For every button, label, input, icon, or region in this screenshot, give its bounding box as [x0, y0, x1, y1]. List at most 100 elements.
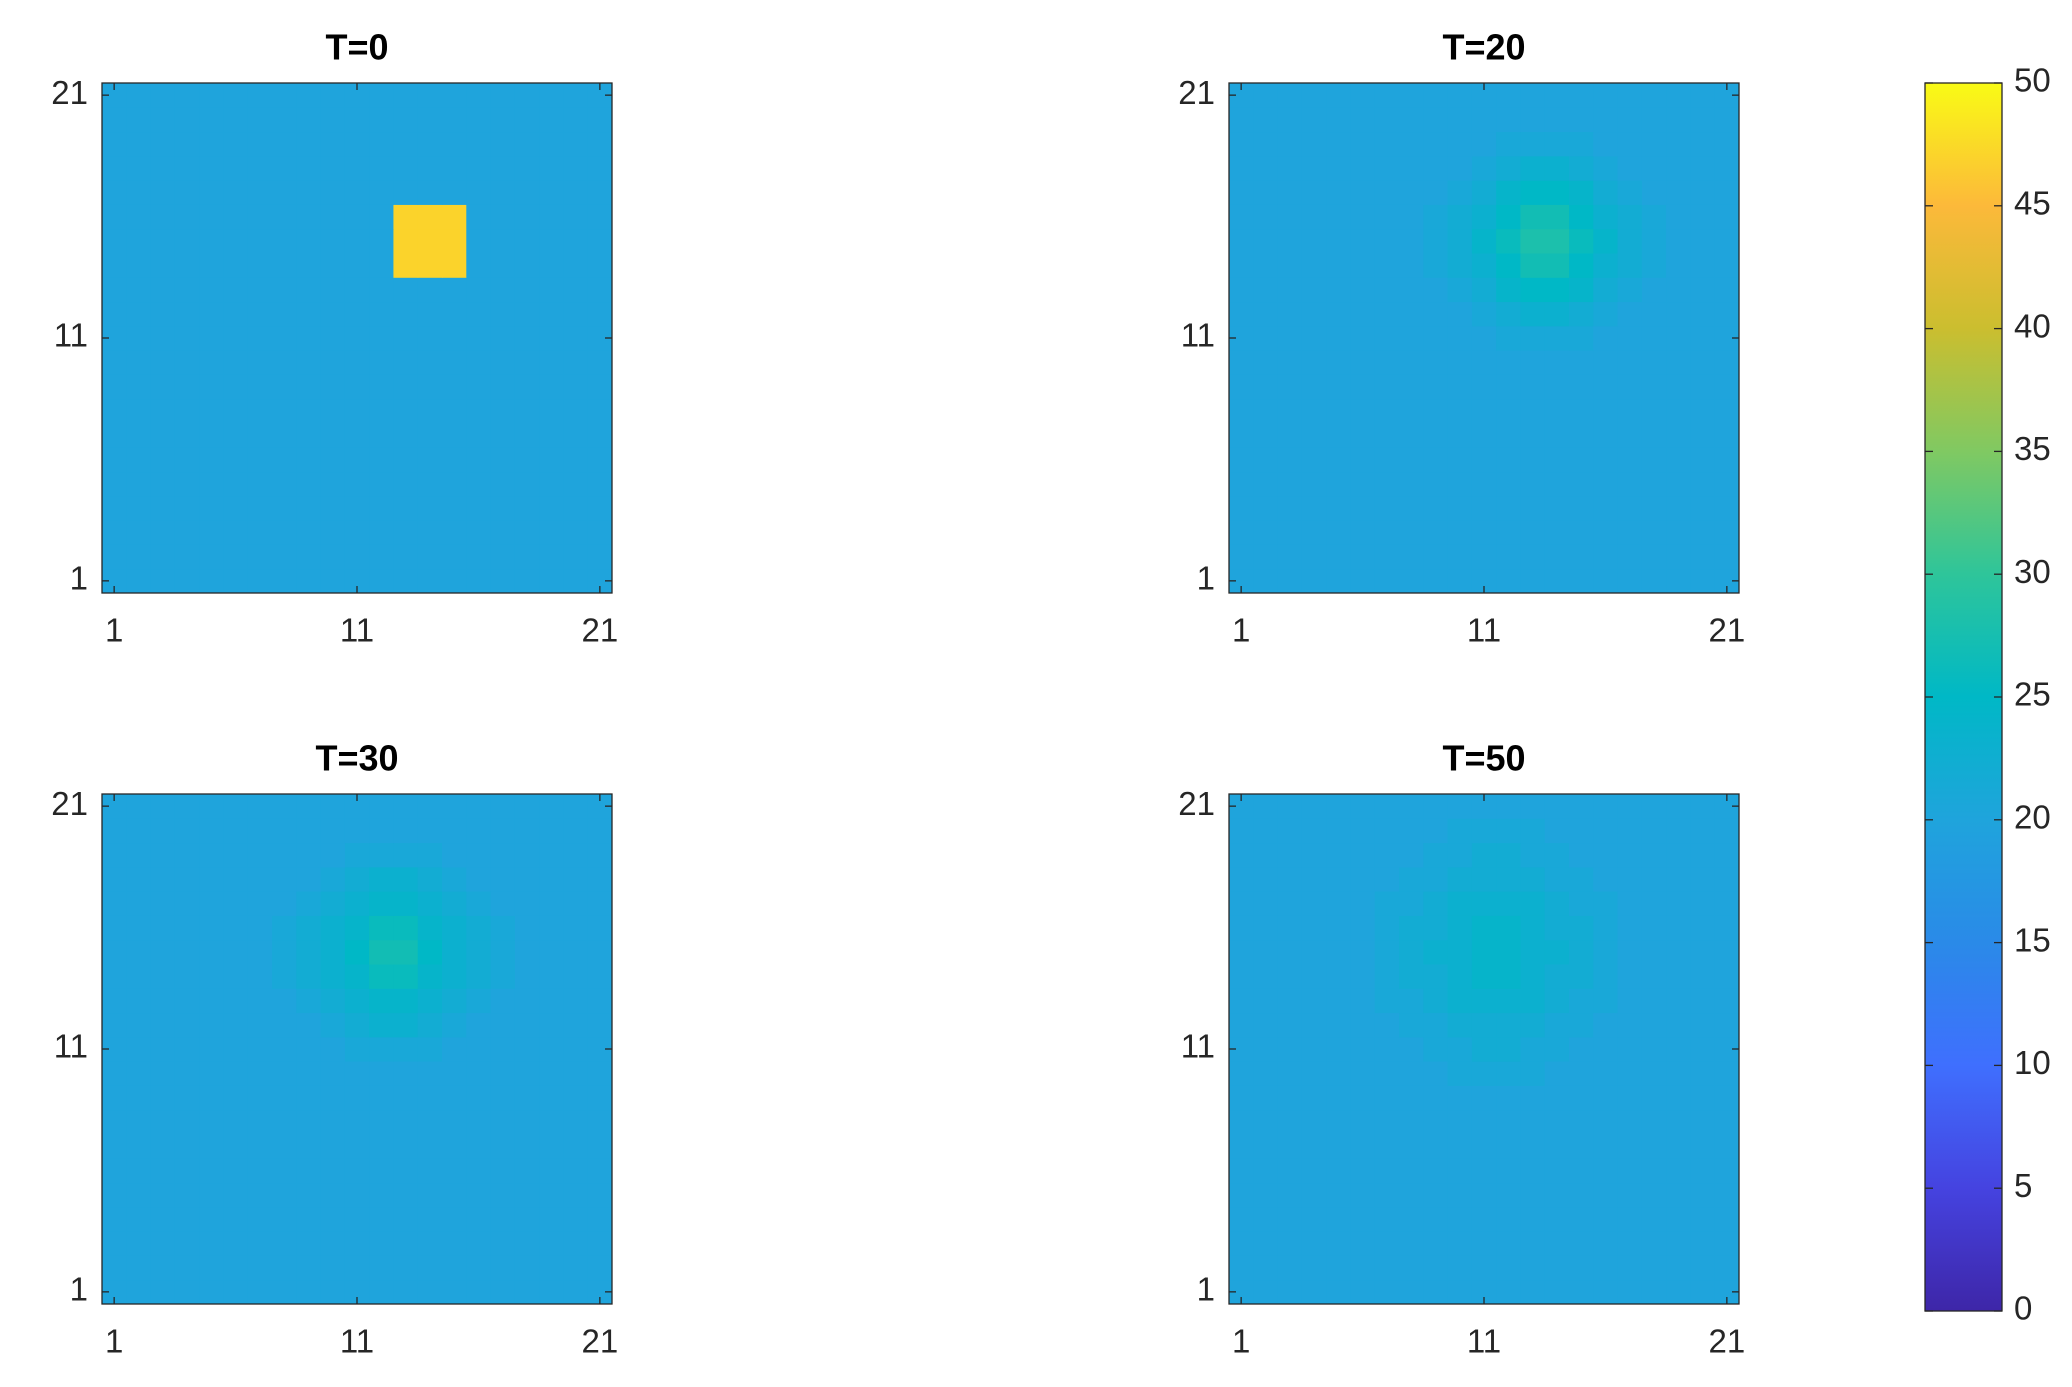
- heatmap-cell: [199, 818, 224, 844]
- heatmap-cell: [1229, 866, 1254, 892]
- heatmap-cell: [1301, 544, 1327, 570]
- heatmap-cell: [1301, 818, 1327, 844]
- heatmap-cell: [320, 374, 346, 400]
- heatmap-cell: [320, 1206, 346, 1232]
- heatmap-cell: [1617, 398, 1643, 424]
- heatmap-cell: [369, 988, 394, 1014]
- heatmap-cell: [1544, 1109, 1570, 1135]
- heatmap-cell: [1569, 83, 1594, 108]
- heatmap-cell: [1447, 568, 1473, 594]
- heatmap-cell: [1569, 1182, 1594, 1208]
- heatmap-cell: [223, 1134, 249, 1159]
- heatmap-cell: [223, 915, 249, 941]
- heatmap-cell: [1447, 988, 1473, 1014]
- heatmap-cell: [247, 83, 273, 108]
- heatmap-cell: [150, 794, 176, 819]
- heatmap-cell: [174, 915, 200, 941]
- heatmap-cell: [1569, 495, 1594, 521]
- heatmap-cell: [1569, 1158, 1594, 1184]
- heatmap-cell: [466, 1109, 492, 1135]
- heatmap-cell: [199, 83, 224, 108]
- heatmap-cell: [320, 107, 346, 133]
- heatmap-cell: [272, 1231, 297, 1256]
- heatmap-cell: [1569, 374, 1594, 400]
- heatmap-cell: [1350, 520, 1376, 545]
- heatmap-cell: [587, 204, 613, 230]
- heatmap-cell: [247, 964, 273, 989]
- heatmap-cell: [199, 180, 224, 205]
- heatmap-cell: [1326, 1206, 1351, 1232]
- heatmap-cell: [150, 325, 176, 351]
- heatmap-cell: [1593, 1134, 1619, 1159]
- heatmap-cell: [466, 228, 492, 254]
- heatmap-cell: [539, 1182, 564, 1208]
- heatmap-cell: [369, 866, 394, 892]
- heatmap-cell: [1277, 544, 1303, 570]
- heatmap-cell: [150, 1061, 176, 1086]
- heatmap-cell: [1277, 1279, 1303, 1305]
- heatmap-cell: [1447, 1231, 1473, 1256]
- heatmap-cell: [539, 228, 564, 254]
- heatmap-cell: [272, 398, 297, 424]
- heatmap-cell: [1714, 988, 1740, 1014]
- heatmap-cell: [320, 1036, 346, 1062]
- heatmap-cell: [393, 1085, 419, 1111]
- heatmap-cell: [199, 964, 224, 989]
- heatmap-cell: [1277, 866, 1303, 892]
- heatmap-cell: [369, 204, 394, 230]
- heatmap-cell: [539, 1134, 564, 1159]
- heatmap-cell: [320, 1012, 346, 1038]
- heatmap-cell: [1641, 1036, 1667, 1062]
- heatmap-cell: [1301, 350, 1327, 375]
- heatmap-cell: [199, 891, 224, 916]
- heatmap-cell: [150, 1206, 176, 1232]
- heatmap-cell: [563, 891, 589, 916]
- heatmap-cell: [1496, 891, 1521, 916]
- heatmap-cell: [563, 988, 589, 1014]
- y-tick-label: 21: [1178, 74, 1215, 111]
- heatmap-cell: [417, 1182, 443, 1208]
- heatmap-cell: [514, 1231, 540, 1256]
- heatmap-cell: [1350, 544, 1376, 570]
- heatmap-cell: [1350, 301, 1376, 327]
- heatmap-cell: [417, 1279, 443, 1305]
- heatmap-cell: [126, 1206, 152, 1232]
- heatmap-cell: [1399, 794, 1424, 819]
- heatmap-cell: [1374, 423, 1400, 448]
- heatmap-cell: [1374, 1158, 1400, 1184]
- heatmap-cell: [1423, 964, 1449, 989]
- heatmap-cell: [1617, 1134, 1643, 1159]
- heatmap-cell: [393, 495, 419, 521]
- heatmap-cell: [539, 325, 564, 351]
- heatmap-cell: [417, 155, 443, 181]
- heatmap-cell: [1253, 939, 1279, 965]
- heatmap-cell: [417, 253, 443, 278]
- heatmap-cell: [1423, 1109, 1449, 1135]
- heatmap-cell: [490, 1182, 516, 1208]
- heatmap-cell: [442, 447, 467, 473]
- heatmap-cell: [174, 1085, 200, 1111]
- heatmap-cell: [1350, 988, 1376, 1014]
- colorbar-tick-label: 30: [2014, 553, 2051, 590]
- heatmap-cell: [102, 939, 127, 965]
- heatmap-cell: [514, 155, 540, 181]
- heatmap-cell: [1423, 794, 1449, 819]
- heatmap-cell: [320, 155, 346, 181]
- heatmap-cell: [393, 180, 419, 205]
- heatmap-cell: [199, 988, 224, 1014]
- heatmap-cell: [514, 1061, 540, 1086]
- y-tick-label: 1: [1197, 1271, 1215, 1308]
- heatmap-cell: [174, 1012, 200, 1038]
- heatmap-cell: [1690, 131, 1716, 157]
- heatmap-cell: [1423, 891, 1449, 916]
- heatmap-cell: [247, 1158, 273, 1184]
- heatmap-cell: [1229, 544, 1254, 570]
- heatmap-cell: [102, 988, 127, 1014]
- heatmap-cell: [1714, 1158, 1740, 1184]
- heatmap-cell: [1253, 155, 1279, 181]
- heatmap-cell: [1399, 301, 1424, 327]
- heatmap-cell: [174, 1158, 200, 1184]
- heatmap-cell: [223, 253, 249, 278]
- heatmap-cell: [102, 915, 127, 941]
